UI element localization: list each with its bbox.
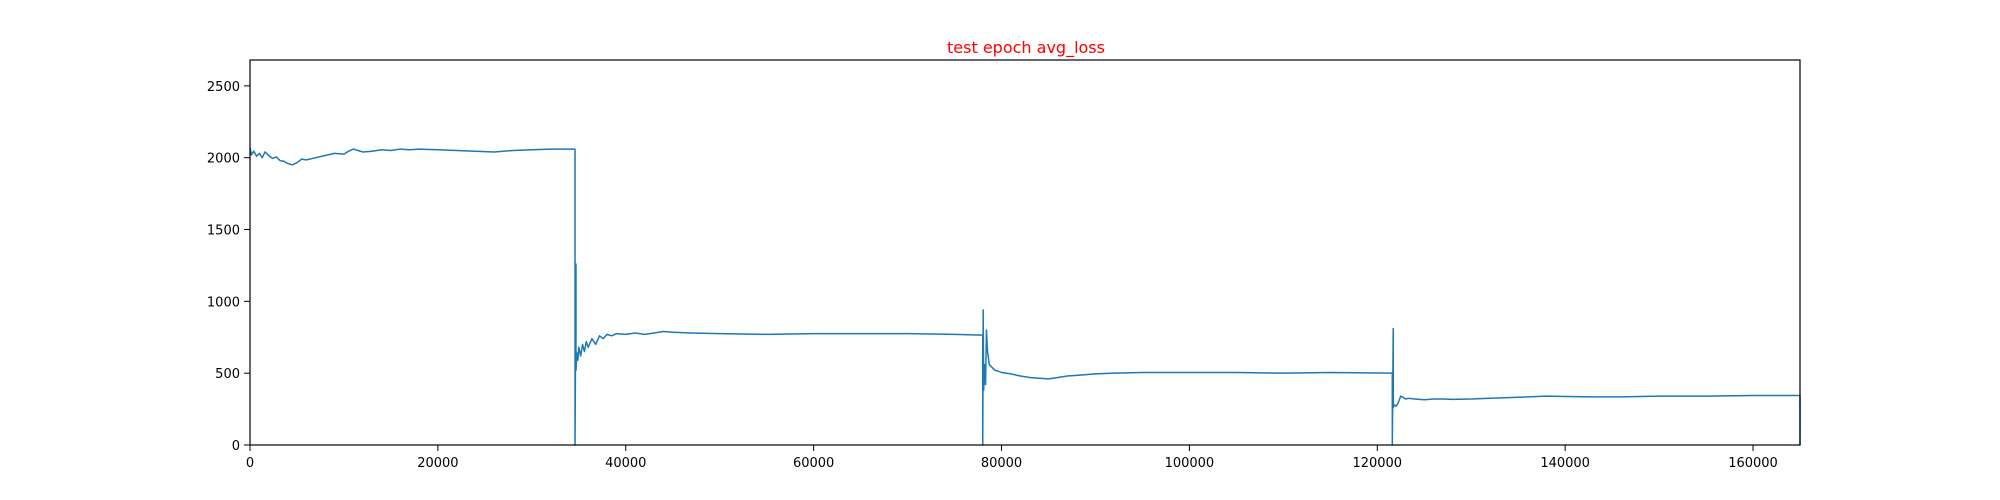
x-tick-label: 40000 (605, 456, 646, 471)
x-tick-label: 100000 (1165, 456, 1215, 471)
axes-frame (249, 59, 1801, 446)
x-tick-label: 20000 (417, 456, 458, 471)
x-tick-label: 120000 (1352, 456, 1402, 471)
y-tick-label: 0 (232, 439, 240, 454)
chart-title: test epoch avg_loss (947, 38, 1105, 58)
x-tick-label: 80000 (981, 456, 1022, 471)
x-axis: 0 20000 40000 60000 80000 100000 120000 140000 1… (246, 445, 1778, 471)
y-tick-label: 1000 (207, 295, 240, 310)
y-tick-label: 500 (215, 367, 240, 382)
x-tick-label: 160000 (1728, 456, 1778, 471)
x-tick-label: 140000 (1540, 456, 1590, 471)
series-line-0 (249, 147, 1801, 446)
y-tick-label: 2500 (207, 80, 240, 95)
x-tick-label: 60000 (793, 456, 834, 471)
plot-area (249, 147, 1801, 446)
y-axis: 0 500 1000 1500 2000 2500 (207, 80, 250, 454)
y-tick-label: 2000 (207, 152, 240, 167)
x-tick-label: 0 (246, 456, 254, 471)
y-tick-label: 1500 (207, 224, 240, 239)
